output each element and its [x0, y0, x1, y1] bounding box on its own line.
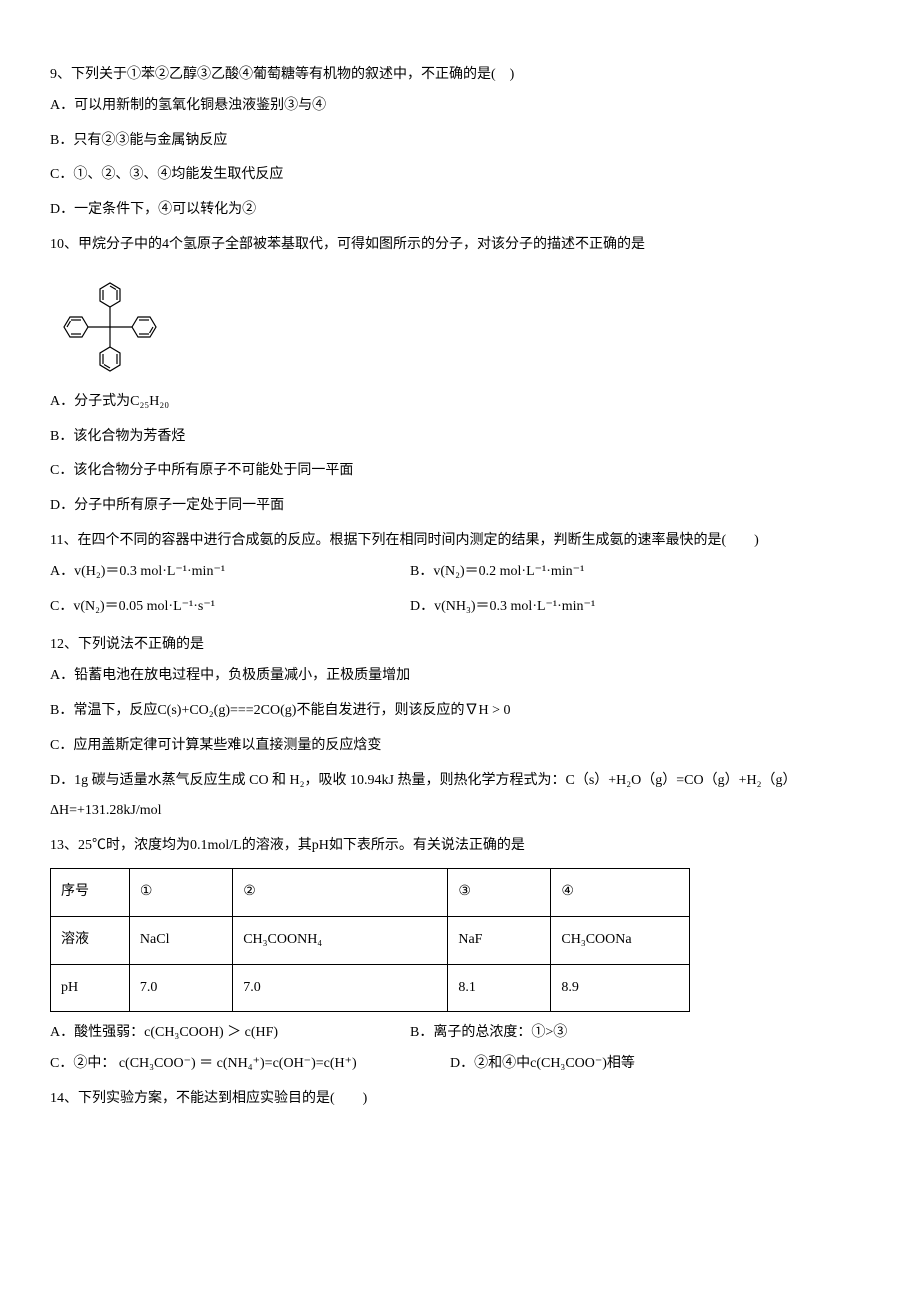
q12-option-d: D．1g 碳与适量水蒸气反应生成 CO 和 H₂，吸收 10.94kJ 热量，则… [50, 766, 870, 828]
table-row: pH 7.0 7.0 8.1 8.9 [51, 964, 690, 1012]
q13-option-b: B．离子的总浓度：①>③ [410, 1018, 567, 1049]
q11-option-c: C．v(N₂)＝0.05 mol·L⁻¹·s⁻¹ [50, 592, 410, 623]
q10-option-d: D．分子中所有原子一定处于同一平面 [50, 491, 870, 522]
q9-option-a: A．可以用新制的氢氧化铜悬浊液鉴别③与④ [50, 91, 870, 122]
q10-option-a: A．分子式为C₂₅H₂₀ [50, 387, 870, 418]
q10-stem: 10、甲烷分子中的4个氢原子全部被苯基取代，可得如图所示的分子，对该分子的描述不… [50, 230, 870, 261]
q11-stem: 11、在四个不同的容器中进行合成氨的反应。根据下列在相同时间内测定的结果，判断生… [50, 526, 870, 557]
q12-stem: 12、下列说法不正确的是 [50, 630, 870, 661]
table-row: 溶液 NaCl CH₃COONH₄ NaF CH₃COONa [51, 916, 690, 964]
q12-option-a: A．铅蓄电池在放电过程中，负极质量减小，正极质量增加 [50, 661, 870, 692]
table-cell: ③ [448, 868, 551, 916]
tetraphenylmethane-diagram [50, 269, 170, 379]
table-cell: CH₃COONa [551, 916, 690, 964]
question-14: 14、下列实验方案，不能达到相应实验目的是( ) [50, 1084, 870, 1115]
table-cell: ② [233, 868, 448, 916]
table-cell: 8.9 [551, 964, 690, 1012]
q14-stem: 14、下列实验方案，不能达到相应实验目的是( ) [50, 1084, 870, 1115]
table-cell: 7.0 [233, 964, 448, 1012]
table-cell: 序号 [51, 868, 130, 916]
q11-option-d: D．v(NH₃)＝0.3 mol·L⁻¹·min⁻¹ [410, 592, 595, 623]
table-row: 序号 ① ② ③ ④ [51, 868, 690, 916]
table-cell: ④ [551, 868, 690, 916]
q10-option-b: B．该化合物为芳香烃 [50, 422, 870, 453]
table-cell: 溶液 [51, 916, 130, 964]
question-13: 13、25℃时，浓度均为0.1mol/L的溶液，其pH如下表所示。有关说法正确的… [50, 831, 870, 1080]
q11-option-b: B．v(N₂)＝0.2 mol·L⁻¹·min⁻¹ [410, 557, 584, 588]
q13-table: 序号 ① ② ③ ④ 溶液 NaCl CH₃COONH₄ NaF CH₃COON… [50, 868, 690, 1012]
table-cell: NaF [448, 916, 551, 964]
table-cell: ① [129, 868, 232, 916]
q9-option-d: D．一定条件下，④可以转化为② [50, 195, 870, 226]
table-cell: 8.1 [448, 964, 551, 1012]
q9-stem: 9、下列关于①苯②乙醇③乙酸④葡萄糖等有机物的叙述中，不正确的是( ) [50, 60, 870, 91]
question-9: 9、下列关于①苯②乙醇③乙酸④葡萄糖等有机物的叙述中，不正确的是( ) A．可以… [50, 60, 870, 226]
q10-option-c: C．该化合物分子中所有原子不可能处于同一平面 [50, 456, 870, 487]
table-cell: pH [51, 964, 130, 1012]
table-cell: CH₃COONH₄ [233, 916, 448, 964]
table-cell: NaCl [129, 916, 232, 964]
q9-option-c: C．①、②、③、④均能发生取代反应 [50, 160, 870, 191]
q12-option-c: C．应用盖斯定律可计算某些难以直接测量的反应焓变 [50, 731, 870, 762]
q13-option-a: A．酸性强弱：c(CH₃COOH) ＞ c(HF) [50, 1018, 410, 1049]
question-10: 10、甲烷分子中的4个氢原子全部被苯基取代，可得如图所示的分子，对该分子的描述不… [50, 230, 870, 522]
q9-option-b: B．只有②③能与金属钠反应 [50, 126, 870, 157]
question-11: 11、在四个不同的容器中进行合成氨的反应。根据下列在相同时间内测定的结果，判断生… [50, 526, 870, 626]
q13-option-c: C．②中： c(CH₃COO⁻) ＝ c(NH₄⁺)=c(OH⁻)=c(H⁺) [50, 1049, 450, 1080]
question-12: 12、下列说法不正确的是 A．铅蓄电池在放电过程中，负极质量减小，正极质量增加 … [50, 630, 870, 827]
q11-option-a: A．v(H₂)＝0.3 mol·L⁻¹·min⁻¹ [50, 557, 410, 588]
table-cell: 7.0 [129, 964, 232, 1012]
q12-option-b: B．常温下，反应C(s)+CO₂(g)===2CO(g)不能自发进行，则该反应的… [50, 696, 870, 727]
q13-option-d: D．②和④中c(CH₃COO⁻)相等 [450, 1049, 635, 1080]
q13-stem: 13、25℃时，浓度均为0.1mol/L的溶液，其pH如下表所示。有关说法正确的… [50, 831, 870, 862]
